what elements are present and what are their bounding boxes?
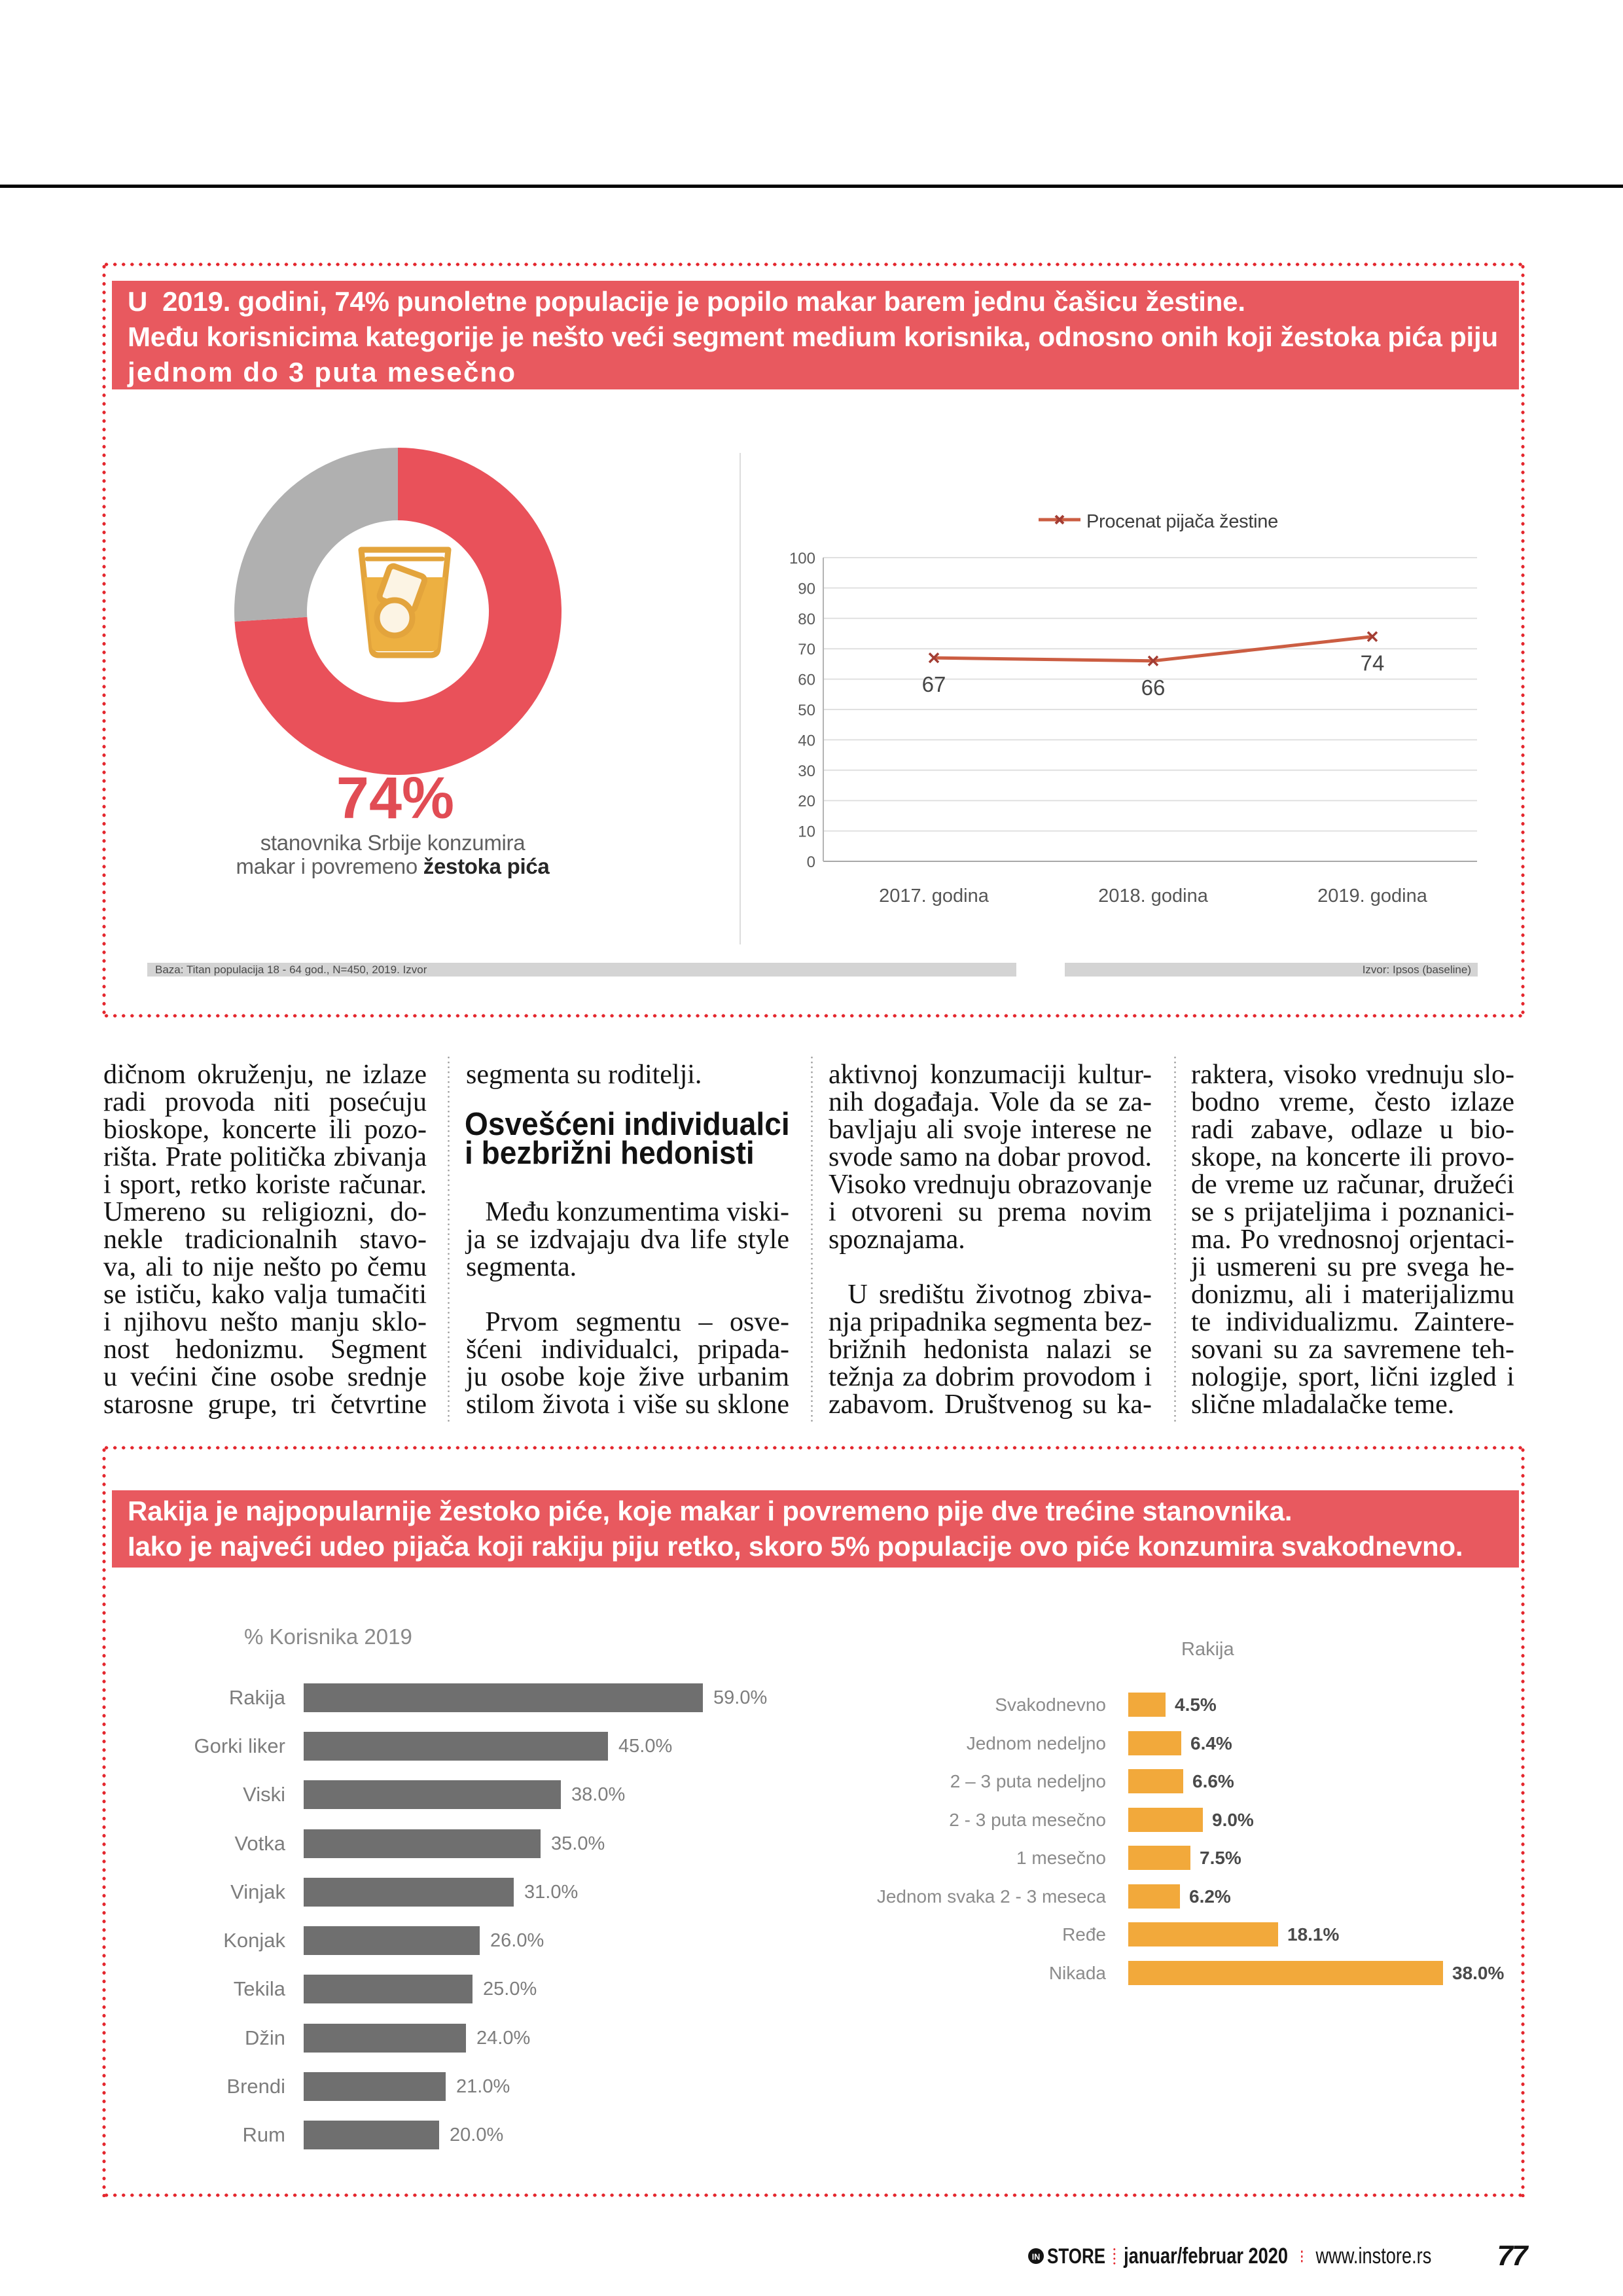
svg-text:70: 70 [798, 641, 815, 658]
svg-text:90: 90 [798, 580, 815, 598]
svg-text:10: 10 [798, 823, 815, 841]
svg-text:67: 67 [922, 672, 946, 696]
svg-text:2017. godina: 2017. godina [879, 886, 990, 906]
svg-text:0: 0 [807, 853, 815, 871]
svg-text:2018. godina: 2018. godina [1098, 886, 1209, 906]
svg-text:40: 40 [798, 732, 815, 749]
svg-text:74: 74 [1361, 651, 1385, 675]
svg-text:2019. godina: 2019. godina [1317, 886, 1428, 906]
svg-text:100: 100 [789, 550, 815, 567]
svg-text:80: 80 [798, 611, 815, 628]
svg-text:IN: IN [1032, 2253, 1041, 2262]
svg-text:66: 66 [1141, 675, 1166, 700]
svg-text:30: 30 [798, 762, 815, 780]
svg-text:50: 50 [798, 702, 815, 719]
svg-text:20: 20 [798, 793, 815, 810]
svg-text:60: 60 [798, 672, 815, 689]
